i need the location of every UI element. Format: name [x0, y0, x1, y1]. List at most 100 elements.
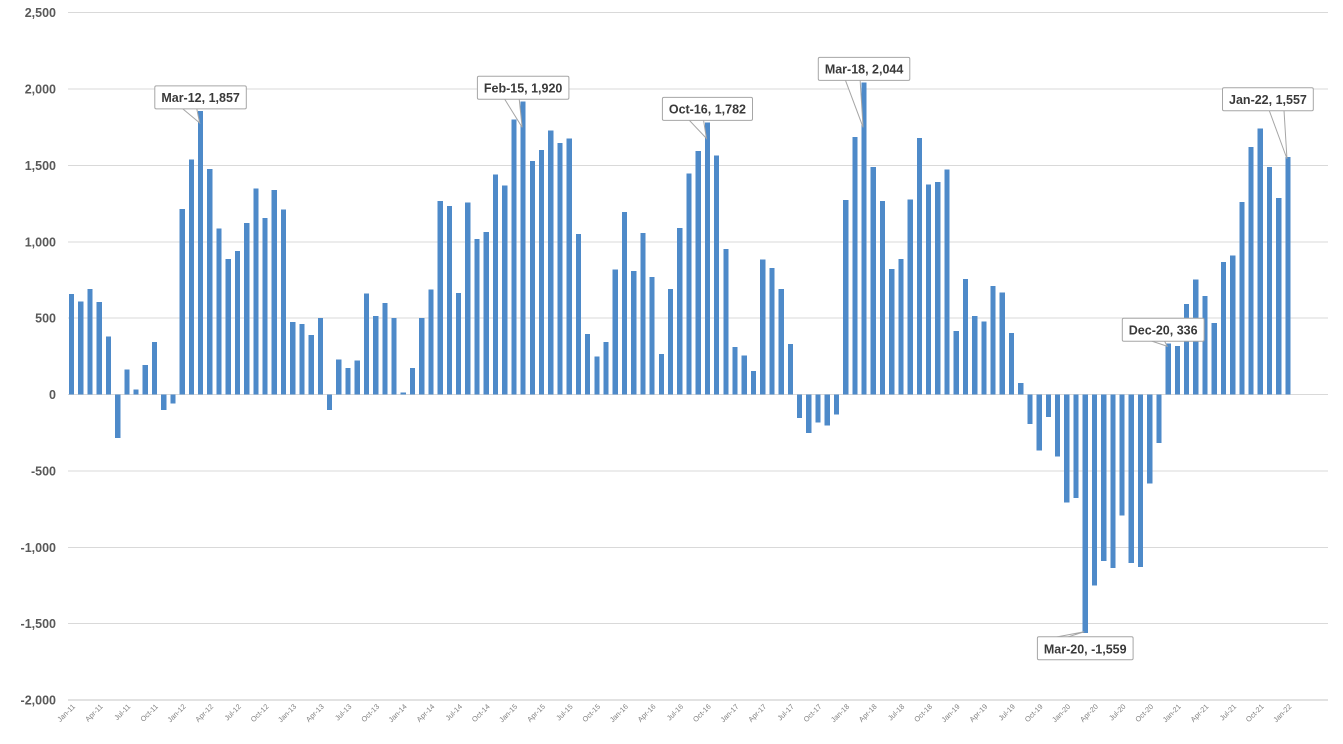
bar[interactable]	[115, 394, 121, 439]
bar[interactable]	[124, 369, 130, 395]
bar[interactable]	[861, 82, 867, 395]
bar[interactable]	[1082, 394, 1088, 633]
bar[interactable]	[1174, 346, 1180, 395]
bar[interactable]	[962, 278, 969, 395]
bar[interactable]	[925, 184, 932, 395]
bar[interactable]	[612, 269, 618, 395]
bar[interactable]	[198, 110, 204, 395]
data-callout[interactable]: Oct-16, 1,782	[661, 96, 754, 140]
bar[interactable]	[290, 322, 296, 395]
bar[interactable]	[621, 212, 628, 395]
bar[interactable]	[1073, 394, 1079, 499]
bar[interactable]	[1054, 394, 1061, 457]
bar[interactable]	[409, 367, 416, 395]
bar[interactable]	[529, 161, 535, 395]
bar[interactable]	[170, 394, 176, 404]
bar[interactable]	[133, 389, 139, 395]
bar[interactable]	[1156, 394, 1162, 444]
bar[interactable]	[1119, 394, 1125, 516]
bar[interactable]	[1147, 394, 1153, 484]
bar[interactable]	[465, 202, 471, 395]
bar[interactable]	[1018, 382, 1024, 395]
bar[interactable]	[1239, 202, 1245, 395]
bar[interactable]	[944, 169, 950, 395]
bar[interactable]	[575, 233, 582, 395]
bar[interactable]	[188, 159, 194, 395]
bar[interactable]	[1137, 394, 1144, 568]
bar[interactable]	[557, 142, 563, 395]
bar[interactable]	[87, 289, 93, 395]
bar[interactable]	[1110, 394, 1116, 568]
bar[interactable]	[667, 288, 674, 395]
bar[interactable]	[456, 292, 462, 395]
bar[interactable]	[299, 323, 305, 395]
bar[interactable]	[327, 394, 333, 410]
bar[interactable]	[262, 217, 268, 395]
bar[interactable]	[234, 251, 241, 395]
bar[interactable]	[953, 331, 959, 395]
bar[interactable]	[354, 360, 360, 395]
bar[interactable]	[769, 267, 775, 395]
bar[interactable]	[870, 166, 876, 395]
bar[interactable]	[437, 201, 443, 395]
bar[interactable]	[538, 150, 545, 395]
bar[interactable]	[69, 293, 75, 395]
bar[interactable]	[96, 302, 102, 395]
bar[interactable]	[280, 209, 287, 395]
bar[interactable]	[898, 258, 904, 395]
bar[interactable]	[1101, 394, 1107, 562]
bar[interactable]	[916, 137, 922, 395]
bar[interactable]	[151, 341, 158, 395]
bar[interactable]	[336, 359, 342, 395]
bar[interactable]	[391, 317, 397, 395]
bar[interactable]	[704, 122, 711, 395]
bar[interactable]	[741, 355, 747, 395]
bar[interactable]	[1064, 394, 1070, 503]
bar[interactable]	[1045, 394, 1051, 417]
bar[interactable]	[142, 364, 148, 395]
data-callout[interactable]: Feb-15, 1,920	[476, 75, 570, 128]
bar[interactable]	[824, 394, 830, 426]
bar[interactable]	[520, 101, 526, 395]
bar[interactable]	[419, 317, 425, 395]
bar[interactable]	[105, 336, 112, 395]
bar[interactable]	[1008, 332, 1015, 395]
bar[interactable]	[972, 316, 978, 395]
bar[interactable]	[833, 394, 840, 415]
bar[interactable]	[483, 232, 489, 395]
bar[interactable]	[1276, 197, 1282, 395]
bar[interactable]	[566, 138, 572, 395]
bar[interactable]	[631, 271, 637, 395]
bar[interactable]	[161, 394, 167, 410]
bar[interactable]	[815, 394, 821, 423]
data-callout[interactable]: Dec-20, 336	[1121, 317, 1205, 348]
bar[interactable]	[78, 301, 84, 395]
bar[interactable]	[1248, 146, 1254, 395]
bar[interactable]	[907, 199, 913, 395]
bar[interactable]	[999, 292, 1005, 395]
bar[interactable]	[225, 258, 231, 395]
bar[interactable]	[253, 188, 259, 395]
bar[interactable]	[990, 286, 996, 395]
bar[interactable]	[363, 293, 370, 395]
bar[interactable]	[308, 335, 314, 395]
bar[interactable]	[640, 232, 646, 395]
bar[interactable]	[787, 343, 793, 395]
bar[interactable]	[1036, 394, 1042, 451]
bar[interactable]	[317, 318, 323, 395]
bar[interactable]	[603, 341, 609, 395]
bar[interactable]	[714, 155, 720, 395]
bar[interactable]	[760, 259, 766, 395]
bar[interactable]	[750, 371, 757, 395]
bar[interactable]	[502, 185, 508, 395]
bar[interactable]	[400, 392, 406, 395]
bar[interactable]	[548, 130, 554, 395]
bar[interactable]	[935, 181, 941, 395]
bar[interactable]	[1027, 394, 1033, 424]
bar[interactable]	[732, 346, 738, 395]
bar[interactable]	[686, 173, 692, 395]
bar[interactable]	[1220, 261, 1227, 395]
bar[interactable]	[446, 206, 453, 395]
bar[interactable]	[511, 119, 517, 395]
